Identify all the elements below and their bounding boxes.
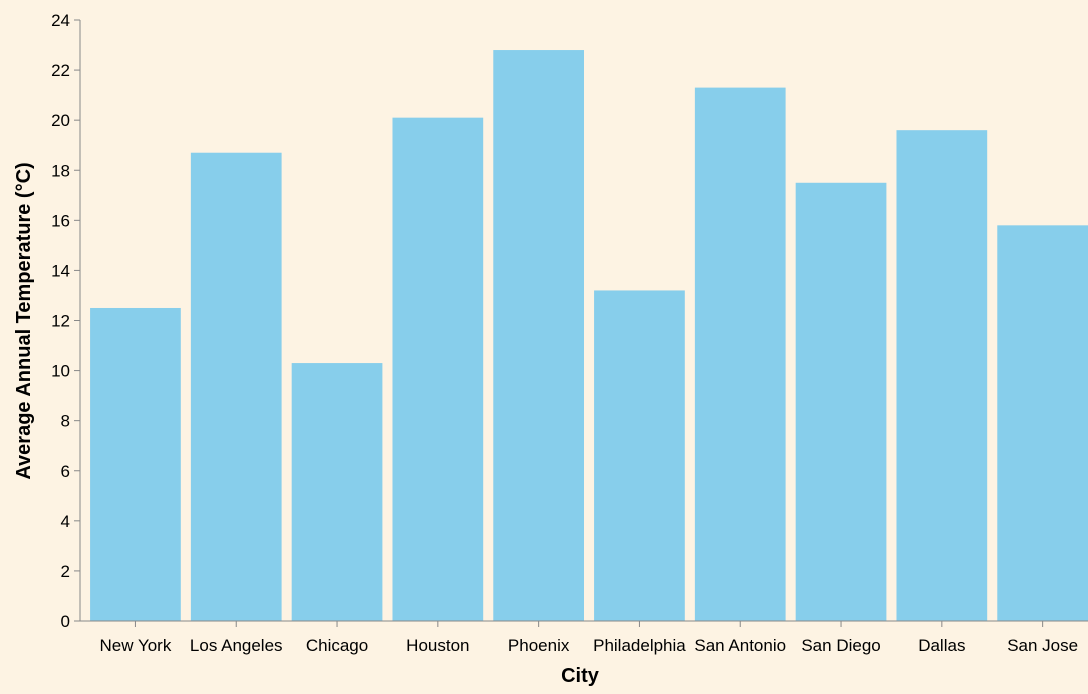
y-tick-label: 18 bbox=[51, 161, 70, 180]
y-tick-label: 12 bbox=[51, 312, 70, 331]
x-tick-label-dallas: Dallas bbox=[918, 636, 965, 655]
bars-layer bbox=[90, 50, 1088, 622]
x-tick-label-phoenix: Phoenix bbox=[508, 636, 570, 655]
y-tick-label: 10 bbox=[51, 362, 70, 381]
bar-san-diego bbox=[795, 182, 887, 621]
bar-chicago bbox=[291, 363, 383, 621]
bar-dallas bbox=[896, 130, 988, 621]
x-tick-label-san-diego: San Diego bbox=[801, 636, 880, 655]
y-tick-label: 22 bbox=[51, 61, 70, 80]
y-tick-label: 4 bbox=[61, 512, 70, 531]
y-axis-title: Average Annual Temperature (°C) bbox=[13, 162, 35, 479]
y-tick-label: 24 bbox=[51, 11, 70, 30]
x-tick-label-houston: Houston bbox=[406, 636, 469, 655]
x-tick-label-san-antonio: San Antonio bbox=[694, 636, 786, 655]
x-axis: New York Los Angeles Chicago Houston Phoenix… bbox=[80, 620, 1088, 655]
y-tick-label: 14 bbox=[51, 261, 70, 280]
x-tick-label-chicago: Chicago bbox=[306, 636, 368, 655]
y-tick-label: 8 bbox=[61, 412, 70, 431]
y-tick-label: 2 bbox=[61, 562, 70, 581]
y-tick-label: 16 bbox=[51, 211, 70, 230]
y-tick-label: 6 bbox=[61, 462, 70, 481]
x-axis-title: City bbox=[561, 665, 600, 687]
x-tick-label-san-jose: San Jose bbox=[1007, 636, 1078, 655]
bar-los-angeles bbox=[190, 152, 282, 621]
bar-philadelphia bbox=[594, 290, 685, 621]
x-tick-label-philadelphia: Philadelphia bbox=[593, 636, 686, 655]
y-tick-label: 20 bbox=[51, 111, 70, 130]
x-tick-label-new-york: New York bbox=[100, 636, 172, 655]
bar-houston bbox=[392, 117, 484, 621]
x-tick-label-los-angeles: Los Angeles bbox=[190, 636, 283, 655]
bar-san-jose bbox=[997, 225, 1088, 621]
bar-phoenix bbox=[493, 50, 584, 622]
bar-new-york bbox=[90, 307, 181, 621]
y-tick-label: 0 bbox=[61, 612, 70, 631]
bar-san-antonio bbox=[694, 87, 786, 622]
